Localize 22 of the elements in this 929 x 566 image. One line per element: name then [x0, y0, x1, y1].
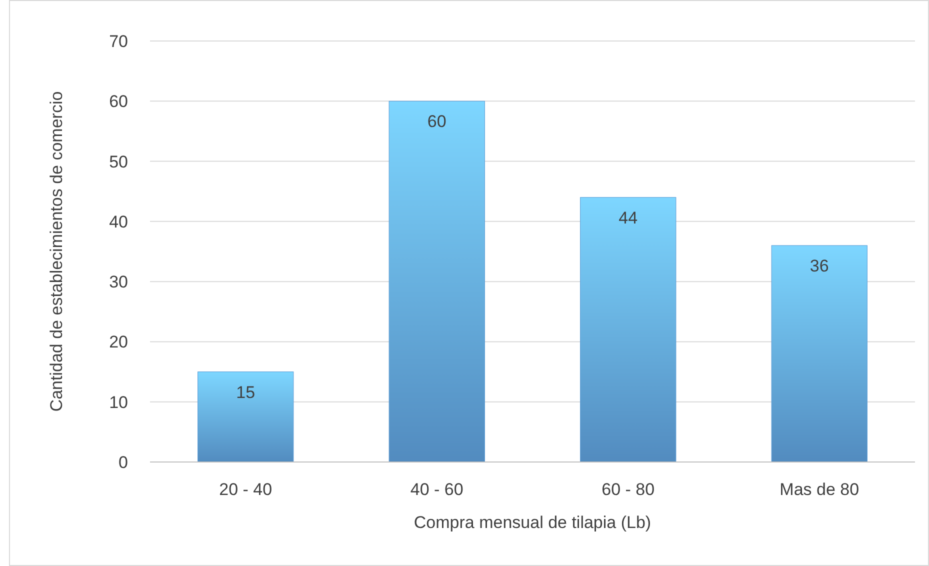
y-tick-label: 70: [109, 32, 128, 51]
y-tick-label: 40: [109, 212, 128, 232]
y-tick-label: 10: [109, 392, 128, 412]
data-label: 36: [810, 256, 829, 276]
bar: [580, 197, 676, 462]
y-tick-label: 0: [118, 453, 128, 472]
y-tick-label: 50: [109, 152, 128, 172]
y-axis-title: Cantidad de establecimientos de comercio: [47, 91, 66, 412]
x-tick-label: 20 - 40: [219, 480, 272, 499]
data-label: 60: [427, 112, 446, 132]
y-tick-label: 60: [109, 92, 128, 112]
x-axis-title: Compra mensual de tilapia (Lb): [414, 513, 652, 532]
bar: [771, 245, 868, 462]
x-tick-label: Mas de 80: [780, 480, 860, 499]
x-tick-label: 40 - 60: [410, 480, 464, 499]
y-tick-label: 20: [109, 332, 128, 352]
bar: [388, 100, 485, 462]
data-label: 15: [236, 382, 256, 402]
y-tick-label: 30: [109, 272, 128, 292]
data-label: 44: [618, 208, 638, 228]
bar: [198, 372, 294, 462]
x-tick-label: 60 - 80: [602, 480, 655, 499]
